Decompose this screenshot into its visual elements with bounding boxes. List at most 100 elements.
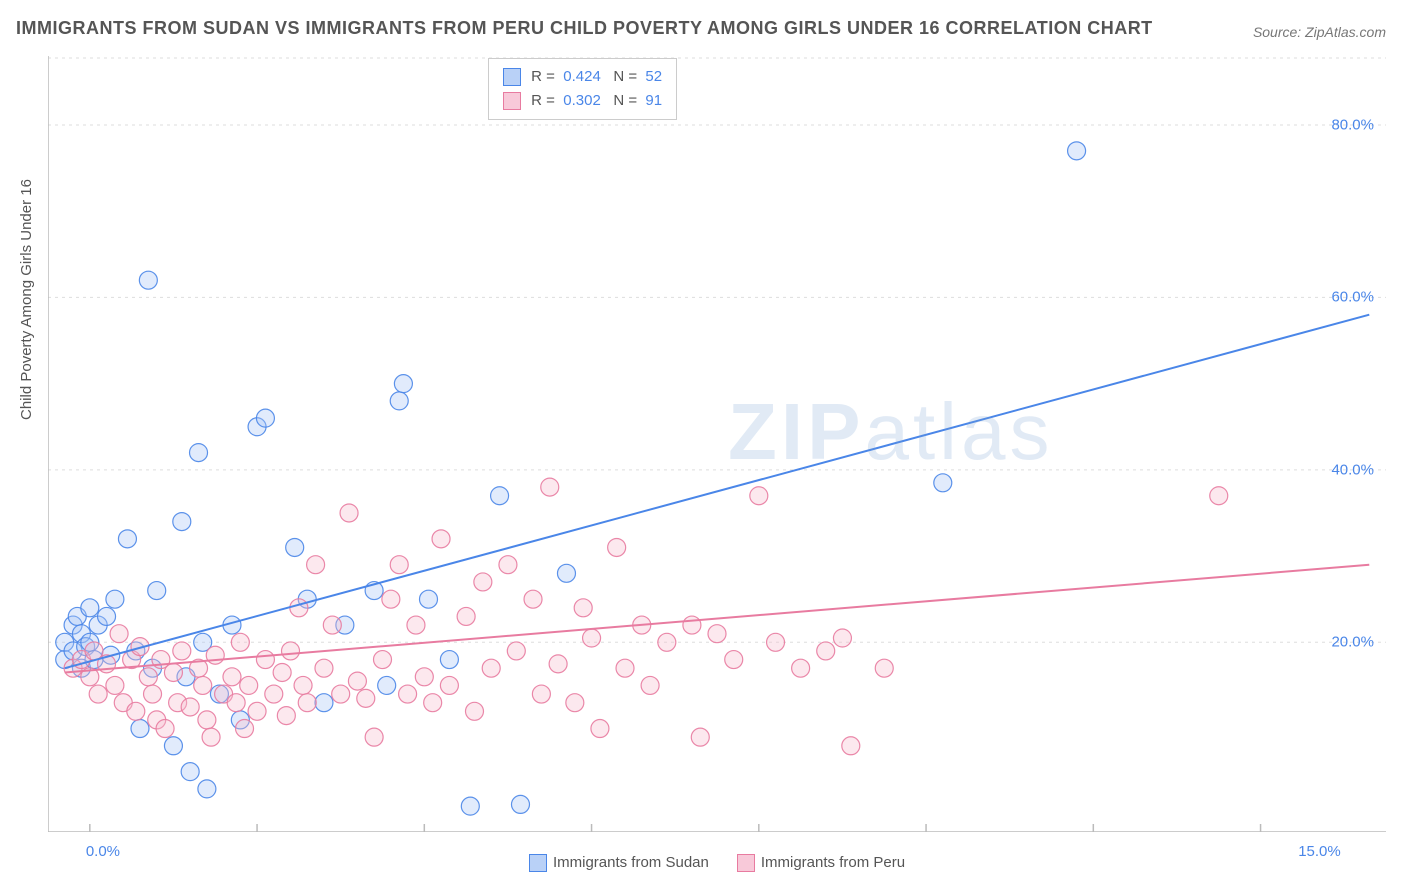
legend-label: Immigrants from Sudan <box>553 854 709 871</box>
data-point <box>833 629 851 647</box>
data-point <box>557 564 575 582</box>
data-point <box>407 616 425 634</box>
data-point <box>465 702 483 720</box>
data-point <box>340 504 358 522</box>
data-point <box>767 633 785 651</box>
data-point <box>173 642 191 660</box>
data-point <box>194 676 212 694</box>
data-point <box>750 487 768 505</box>
data-point <box>591 720 609 738</box>
legend-swatch <box>503 92 521 110</box>
data-point <box>357 689 375 707</box>
data-point <box>265 685 283 703</box>
data-point <box>691 728 709 746</box>
data-point <box>708 625 726 643</box>
data-point <box>144 685 162 703</box>
data-point <box>164 663 182 681</box>
data-point <box>1210 487 1228 505</box>
data-point <box>298 694 316 712</box>
data-point <box>566 694 584 712</box>
data-point <box>290 599 308 617</box>
source-label: Source: ZipAtlas.com <box>1253 24 1386 40</box>
data-point <box>683 616 701 634</box>
scatter-plot <box>48 56 1386 832</box>
data-point <box>273 663 291 681</box>
data-point <box>190 444 208 462</box>
data-point <box>457 607 475 625</box>
r-value: 0.302 <box>563 92 601 109</box>
chart-title: IMMIGRANTS FROM SUDAN VS IMMIGRANTS FROM… <box>16 18 1153 39</box>
data-point <box>934 474 952 492</box>
data-point <box>541 478 559 496</box>
data-point <box>608 538 626 556</box>
trend-line <box>65 315 1370 669</box>
data-point <box>198 711 216 729</box>
data-point <box>110 625 128 643</box>
legend-swatch <box>529 854 547 872</box>
data-point <box>277 707 295 725</box>
y-tick-label: 20.0% <box>1331 634 1374 651</box>
data-point <box>148 582 166 600</box>
data-point <box>240 676 258 694</box>
data-point <box>424 694 442 712</box>
legend-label: Immigrants from Peru <box>761 854 905 871</box>
data-point <box>156 720 174 738</box>
data-point <box>202 728 220 746</box>
data-point <box>374 651 392 669</box>
data-point <box>89 685 107 703</box>
data-point <box>390 392 408 410</box>
legend-swatch <box>503 68 521 86</box>
data-point <box>1068 142 1086 160</box>
data-point <box>792 659 810 677</box>
data-point <box>231 633 249 651</box>
data-point <box>286 538 304 556</box>
data-point <box>118 530 136 548</box>
data-point <box>173 513 191 531</box>
chart-area: 20.0%40.0%60.0%80.0% 0.0%15.0% ZIPatlas … <box>48 56 1386 832</box>
data-point <box>474 573 492 591</box>
data-point <box>223 668 241 686</box>
data-point <box>399 685 417 703</box>
data-point <box>641 676 659 694</box>
data-point <box>139 668 157 686</box>
data-point <box>139 271 157 289</box>
data-point <box>106 676 124 694</box>
data-point <box>315 694 333 712</box>
y-axis-label: Child Poverty Among Girls Under 16 <box>18 179 35 420</box>
data-point <box>248 702 266 720</box>
data-point <box>875 659 893 677</box>
data-point <box>419 590 437 608</box>
y-tick-label: 80.0% <box>1331 116 1374 133</box>
n-value: 52 <box>645 68 662 85</box>
data-point <box>499 556 517 574</box>
trend-line <box>65 565 1370 673</box>
data-point <box>658 633 676 651</box>
data-point <box>491 487 509 505</box>
data-point <box>549 655 567 673</box>
data-point <box>382 590 400 608</box>
data-point <box>394 375 412 393</box>
data-point <box>236 720 254 738</box>
data-point <box>725 651 743 669</box>
data-point <box>315 659 333 677</box>
data-point <box>440 676 458 694</box>
data-point <box>440 651 458 669</box>
correlation-legend: R = 0.424 N = 52 R = 0.302 N = 91 <box>488 58 677 120</box>
data-point <box>256 409 274 427</box>
legend-row: R = 0.302 N = 91 <box>503 89 662 113</box>
data-point <box>81 599 99 617</box>
series-legend: Immigrants from Sudan Immigrants from Per… <box>0 854 1406 872</box>
data-point <box>181 763 199 781</box>
data-point <box>365 728 383 746</box>
data-point <box>256 651 274 669</box>
data-point <box>307 556 325 574</box>
data-point <box>482 659 500 677</box>
data-point <box>348 672 366 690</box>
data-point <box>181 698 199 716</box>
legend-row: R = 0.424 N = 52 <box>503 65 662 89</box>
n-value: 91 <box>645 92 662 109</box>
data-point <box>507 642 525 660</box>
data-point <box>164 737 182 755</box>
data-point <box>574 599 592 617</box>
r-value: 0.424 <box>563 68 601 85</box>
